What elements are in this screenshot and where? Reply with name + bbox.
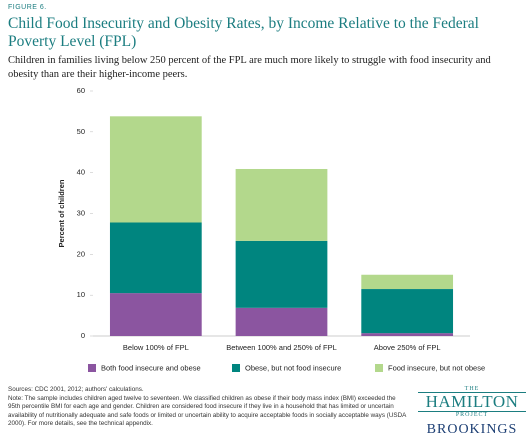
logo-project: PROJECT <box>455 412 489 418</box>
logo-name: HAMILTON <box>418 392 526 412</box>
y-tick-label: 10 <box>77 290 85 299</box>
x-tick-label: Between 100% and 250% of FPL <box>226 343 337 352</box>
bar-segment <box>361 274 454 290</box>
bar-segment <box>109 116 202 223</box>
legend-label: Obese, but not food insecure <box>245 363 341 372</box>
bar-segment <box>109 293 202 336</box>
legend-label: Both food insecure and obese <box>101 363 201 372</box>
y-tick-label: 0 <box>81 331 85 340</box>
chart-title: Child Food Insecurity and Obesity Rates,… <box>8 15 479 50</box>
y-tick-label: 60 <box>77 86 85 95</box>
sources: Sources: CDC 2001, 2012; authors' calcul… <box>8 386 144 393</box>
bar-segment <box>361 289 454 334</box>
note: Note: The sample includes children aged … <box>8 394 406 428</box>
bar-segment <box>109 222 202 294</box>
y-axis-label: Percent of children <box>57 179 66 247</box>
x-tick-label: Below 100% of FPL <box>123 343 189 352</box>
legend-swatch <box>375 364 383 372</box>
bar-segment <box>361 333 454 336</box>
y-tick-label: 40 <box>77 168 85 177</box>
legend-swatch <box>88 364 96 372</box>
bar-segment <box>235 240 328 308</box>
legend-label: Food insecure, but not obese <box>388 363 485 372</box>
bar-segment <box>235 307 328 336</box>
logo-brand: BROOKINGS <box>426 422 518 437</box>
y-tick-label: 30 <box>77 208 85 217</box>
logo: THE HAMILTON PROJECT BROOKINGS <box>418 386 526 438</box>
bar-segment <box>235 168 328 241</box>
logo-the: THE <box>464 386 480 392</box>
footnotes: Sources: CDC 2001, 2012; authors' calcul… <box>8 386 408 429</box>
y-tick-label: 50 <box>77 127 85 136</box>
legend-swatch <box>232 364 240 372</box>
chart-subtitle: Children in families living below 250 pe… <box>8 55 491 80</box>
figure-label: FIGURE 6. <box>8 4 47 11</box>
x-tick-label: Above 250% of FPL <box>374 343 441 352</box>
y-tick-label: 20 <box>77 249 85 258</box>
